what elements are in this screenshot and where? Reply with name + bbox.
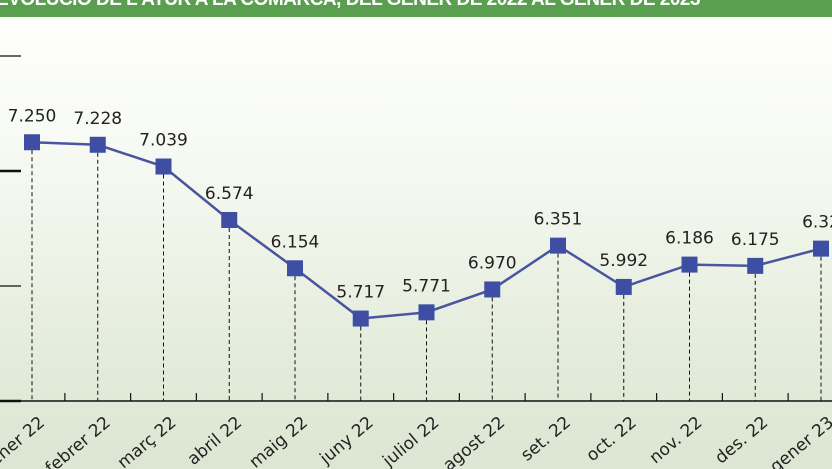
data-label: 5.771 [402,276,451,296]
data-point [681,256,698,273]
data-point [813,240,829,257]
data-point [550,237,566,254]
data-point [352,310,369,327]
data-point [221,211,238,228]
data-point [615,278,632,295]
data-point [747,257,764,274]
data-label: 6.32 [802,213,832,233]
x-tick-label: des. 22 [711,413,772,469]
data-label: 7.228 [73,109,122,129]
data-point [24,134,40,151]
data-label: 5.717 [336,283,385,303]
data-point [418,304,435,321]
x-tick-label: nov. 22 [646,413,707,468]
x-tick-label: juny 22 [315,413,377,469]
x-tick-label: oct. 22 [583,413,641,466]
x-tick-label: febrer 22 [42,413,115,469]
chart-title-bar: EVOLUCIÓ DE L'ATUR A LA COMARCA, DEL GEN… [0,0,832,17]
data-label: 6.154 [271,232,320,252]
x-tick-label: març 22 [114,413,180,469]
chart-title: EVOLUCIÓ DE L'ATUR A LA COMARCA, DEL GEN… [0,0,701,11]
x-tick-label: maig 22 [246,413,312,469]
data-point [89,136,106,153]
data-label: 7.039 [139,131,188,151]
x-tick-label: set. 22 [517,413,575,466]
data-label: 6.351 [534,210,583,230]
data-label: 6.574 [205,184,254,204]
data-label: 6.175 [731,230,780,250]
data-point [287,260,303,277]
x-tick-label: gener 23 [766,413,832,469]
x-tick-label: agost 22 [439,413,509,469]
data-point [484,281,501,298]
x-tick-label: gener 22 [0,413,49,469]
x-tick-label: juliol 22 [378,413,443,469]
data-label: 6.186 [665,229,714,249]
data-label: 5.992 [599,251,648,271]
x-tick-label: abril 22 [184,413,246,469]
data-point [155,158,172,175]
data-label: 6.970 [468,253,517,273]
data-label: 7.250 [8,106,57,126]
